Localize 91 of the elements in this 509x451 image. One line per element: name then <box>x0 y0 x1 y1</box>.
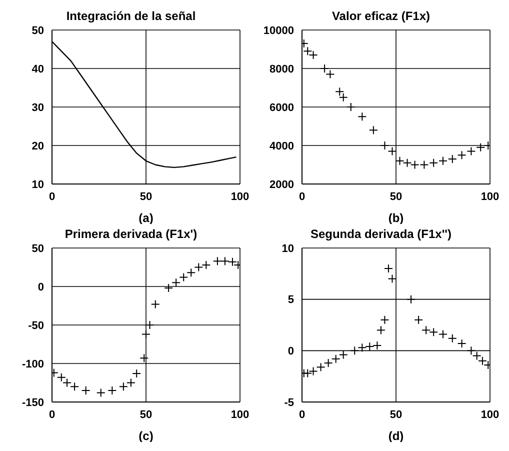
point <box>303 368 312 378</box>
point <box>126 378 136 388</box>
x-tick-label: 0 <box>48 190 56 203</box>
point <box>81 386 90 395</box>
point <box>388 146 397 156</box>
point <box>422 326 431 335</box>
point <box>380 141 390 150</box>
y-tick-label: 0 <box>38 281 44 294</box>
point <box>331 354 340 364</box>
point <box>448 334 457 343</box>
chart-title: Integración de la señal <box>65 8 197 24</box>
point <box>172 278 181 288</box>
y-tick-label: -100 <box>22 358 44 370</box>
point <box>164 284 174 293</box>
point <box>429 158 438 168</box>
x-tick-label: 50 <box>140 190 152 203</box>
point <box>220 256 230 266</box>
x-tick-label: 0 <box>298 190 306 203</box>
point <box>324 358 333 368</box>
point <box>118 382 128 392</box>
y-tick-label: -150 <box>22 396 44 409</box>
point <box>380 315 390 324</box>
x-tick-label: 100 <box>230 408 250 421</box>
point <box>372 341 382 350</box>
point <box>365 342 374 352</box>
x-tick-label: 100 <box>480 190 500 203</box>
point <box>338 350 348 360</box>
point <box>350 346 360 356</box>
y-tick-label: 20 <box>32 140 44 152</box>
point <box>457 150 466 160</box>
point <box>96 388 106 398</box>
y-tick-label: 4000 <box>270 140 294 152</box>
point <box>420 160 429 170</box>
point <box>150 300 160 309</box>
y-tick-label: 0 <box>288 346 294 358</box>
point <box>438 156 448 166</box>
point <box>368 126 378 135</box>
chart-title: Primera derivada (F1x') <box>64 226 198 242</box>
point <box>145 320 154 330</box>
y-tick-label: 50 <box>32 24 44 37</box>
point <box>308 366 318 376</box>
chart-title: Valor eficaz (F1x) <box>330 8 432 24</box>
y-tick-label: 40 <box>32 63 44 76</box>
x-tick-label: 50 <box>140 408 152 421</box>
x-tick-label: 0 <box>48 408 56 421</box>
point <box>438 330 448 339</box>
point <box>406 294 416 304</box>
point <box>429 328 438 337</box>
chart-title: Segunda derivada (F1x'') <box>309 226 453 242</box>
point <box>316 362 326 372</box>
y-tick-label: 10000 <box>263 24 294 37</box>
point <box>414 315 424 324</box>
point <box>466 146 476 156</box>
point <box>410 160 420 170</box>
point <box>457 338 466 348</box>
point <box>376 326 386 335</box>
point <box>346 102 356 112</box>
y-tick-label: -5 <box>284 396 294 409</box>
y-tick-label: -50 <box>28 320 44 332</box>
point <box>384 264 393 274</box>
y-tick-label: 50 <box>32 242 44 255</box>
point <box>70 382 80 392</box>
y-tick-label: 2000 <box>270 178 294 191</box>
point <box>140 354 149 363</box>
point <box>202 260 211 270</box>
point <box>186 268 196 278</box>
y-tick-label: 10 <box>282 242 294 255</box>
x-tick-label: 0 <box>298 408 306 421</box>
x-tick-label: 50 <box>390 408 402 421</box>
point <box>476 142 486 152</box>
point <box>358 343 367 352</box>
point <box>194 262 204 272</box>
point <box>212 256 222 266</box>
point <box>142 330 150 339</box>
x-tick-label: 100 <box>230 190 250 203</box>
point <box>448 154 457 164</box>
point <box>358 112 367 122</box>
x-tick-label: 100 <box>480 408 500 421</box>
point <box>388 274 397 284</box>
y-tick-label: 30 <box>32 102 44 114</box>
y-tick-label: 5 <box>288 294 294 306</box>
point <box>402 158 412 168</box>
point <box>228 257 237 266</box>
point <box>395 156 404 166</box>
point <box>108 386 117 395</box>
point <box>132 369 142 378</box>
y-tick-label: 6000 <box>270 102 294 114</box>
x-tick-label: 50 <box>390 190 402 203</box>
y-tick-label: 10 <box>32 178 44 191</box>
y-tick-label: 8000 <box>270 63 294 76</box>
point <box>179 272 188 282</box>
